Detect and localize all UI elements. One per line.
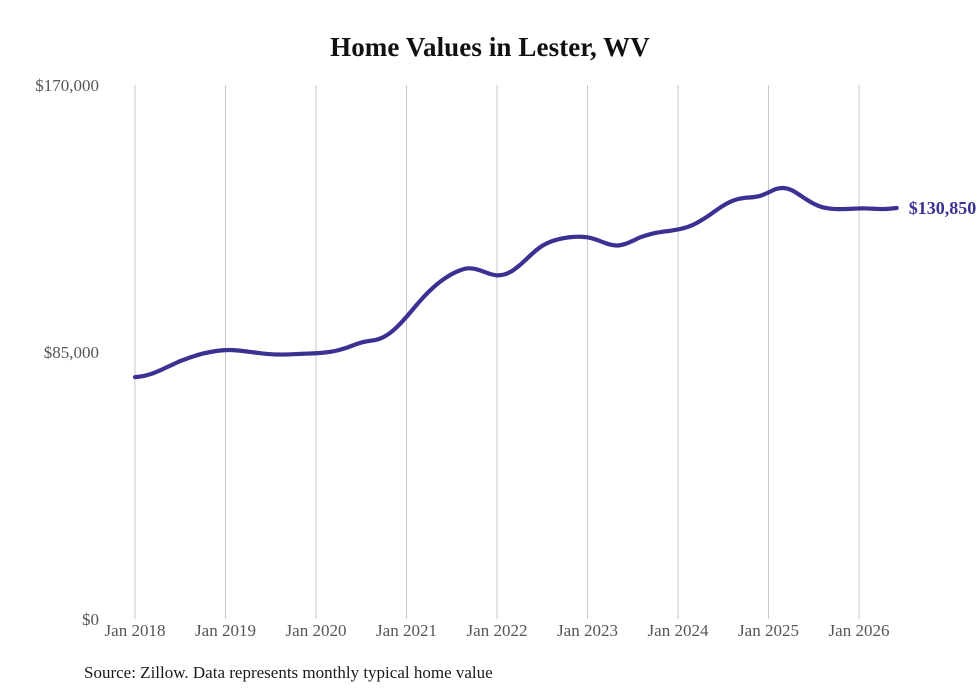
series-end-value-label: $130,850 [908, 197, 977, 218]
x-axis-tick-jan-2018: Jan 2018 [104, 621, 166, 640]
x-axis-tick-jan-2025: Jan 2025 [738, 621, 799, 640]
series-line-typical-home-value [132, 185, 899, 380]
source-note: Source: Zillow. Data represents monthly … [84, 663, 493, 682]
x-axis-tick-jan-2024: Jan 2024 [647, 621, 709, 640]
x-axis-tick-jan-2023: Jan 2023 [557, 621, 618, 640]
x-axis-tick-jan-2022: Jan 2022 [466, 621, 528, 640]
y-axis-tick-zero: $0 [82, 610, 99, 629]
chart-title: Home Values in Lester, WV [330, 32, 650, 62]
x-axis-tick-jan-2021: Jan 2021 [376, 621, 437, 640]
y-axis-tick-top: $170,000 [35, 76, 99, 95]
x-axis-tick-jan-2026: Jan 2026 [828, 621, 890, 640]
x-axis-tick-jan-2020: Jan 2020 [285, 621, 347, 640]
y-axis-tick-mid: $85,000 [43, 343, 99, 362]
x-axis-tick-jan-2019: Jan 2019 [195, 621, 256, 640]
